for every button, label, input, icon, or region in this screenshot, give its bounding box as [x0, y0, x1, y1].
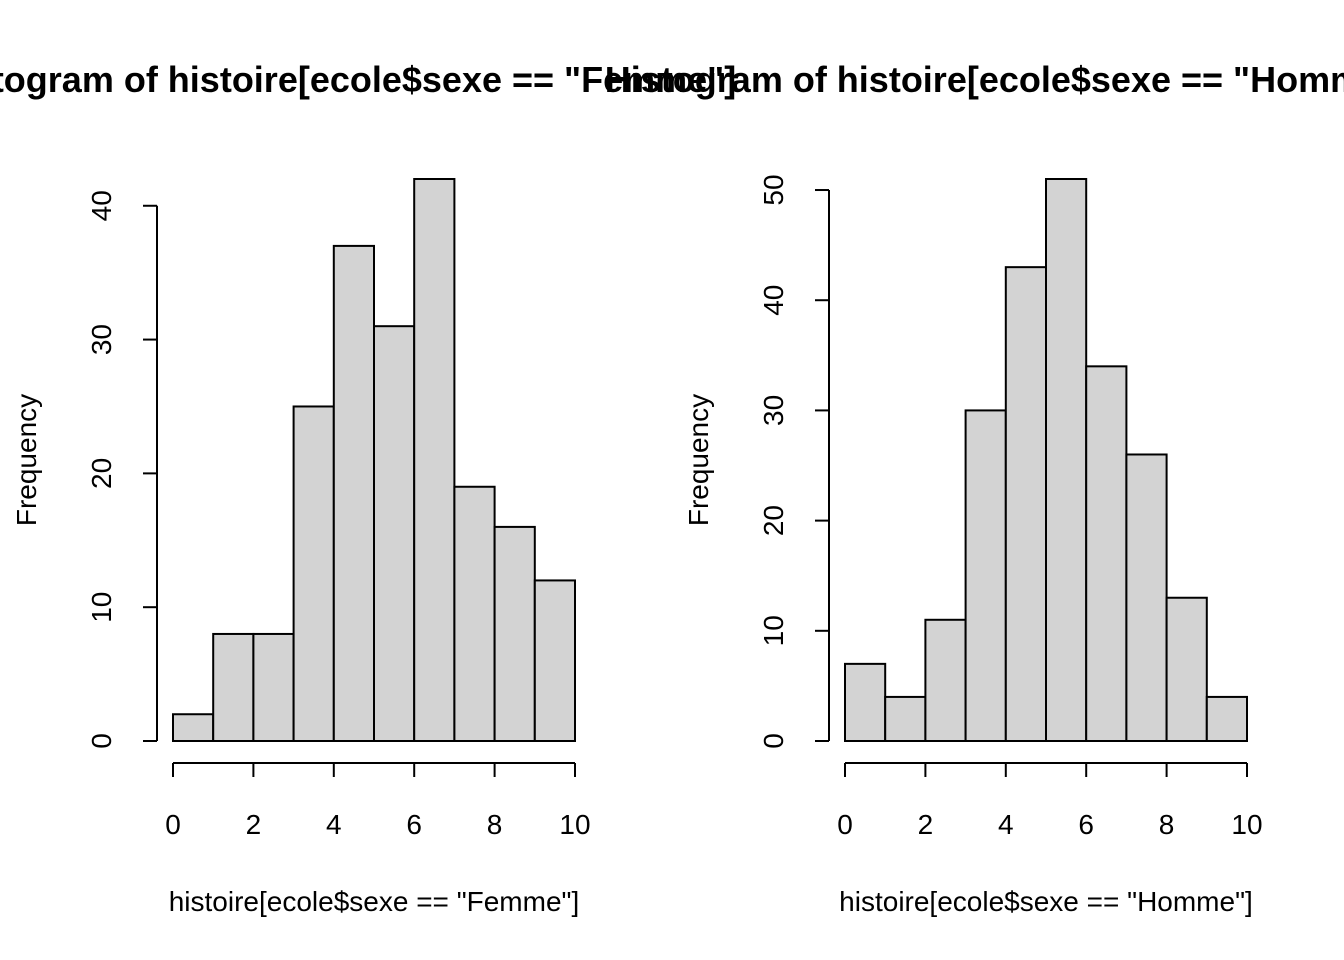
y-tick-label: 40: [86, 190, 117, 221]
y-tick-label: 20: [758, 505, 789, 536]
y-tick-label: 20: [86, 458, 117, 489]
chart-title: Histogram of histoire[ecole$sexe == "Hom…: [605, 59, 1344, 100]
histogram-bar: [1125, 453, 1168, 742]
y-tick-label: 50: [758, 174, 789, 205]
histogram-bar: [1045, 178, 1088, 742]
histogram-bar: [453, 485, 496, 742]
histogram-bar: [1004, 266, 1047, 742]
histogram-bar: [1085, 365, 1128, 742]
chart-title: Histogram of histoire[ecole$sexe == "Fem…: [0, 59, 736, 100]
y-tick-label: 0: [86, 733, 117, 749]
histogram-bar: [493, 525, 536, 743]
histogram-bar: [844, 662, 887, 742]
y-axis-label: Frequency: [11, 394, 42, 526]
x-tick-label: 2: [918, 809, 934, 840]
x-tick-label: 0: [837, 809, 853, 840]
x-tick-label: 6: [1078, 809, 1094, 840]
x-tick-label: 10: [559, 809, 590, 840]
y-tick-label: 40: [758, 285, 789, 316]
x-tick-label: 0: [165, 809, 181, 840]
x-tick-label: 10: [1231, 809, 1262, 840]
y-tick-label: 30: [758, 395, 789, 426]
panel-homme: Histogram of histoire[ecole$sexe == "Hom…: [605, 59, 1344, 917]
histogram-bar: [292, 405, 335, 742]
histogram-bar: [1165, 596, 1208, 743]
x-tick-label: 4: [326, 809, 342, 840]
y-tick-label: 0: [758, 733, 789, 749]
y-tick-label: 30: [86, 324, 117, 355]
y-tick-label: 10: [86, 592, 117, 623]
x-axis-label: histoire[ecole$sexe == "Homme"]: [839, 886, 1253, 917]
histogram-bar: [252, 632, 295, 743]
histogram-bar: [884, 695, 927, 742]
histogram-bar: [964, 409, 1007, 742]
histogram-bar: [533, 579, 576, 743]
panel-femme: Histogram of histoire[ecole$sexe == "Fem…: [0, 59, 736, 917]
x-tick-label: 8: [1159, 809, 1175, 840]
x-tick-label: 6: [406, 809, 422, 840]
histogram-bar: [924, 618, 967, 742]
x-tick-label: 8: [487, 809, 503, 840]
histogram-bar: [373, 325, 416, 742]
x-axis-label: histoire[ecole$sexe == "Femme"]: [169, 886, 580, 917]
histogram-bar: [1205, 695, 1249, 742]
histogram-bar: [172, 713, 215, 743]
y-tick-label: 10: [758, 615, 789, 646]
y-axis-label: Frequency: [683, 394, 714, 526]
histogram-bar: [332, 244, 375, 742]
histogram-bar: [413, 178, 456, 742]
histogram-bar: [212, 632, 255, 743]
x-tick-label: 4: [998, 809, 1014, 840]
x-tick-label: 2: [246, 809, 262, 840]
